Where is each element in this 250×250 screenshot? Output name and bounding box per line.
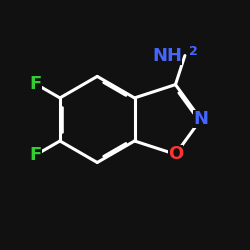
Text: F: F <box>30 75 42 93</box>
Text: NH: NH <box>152 46 182 64</box>
Text: O: O <box>168 145 183 163</box>
Text: N: N <box>193 110 208 128</box>
Text: F: F <box>30 146 42 164</box>
Text: 2: 2 <box>189 45 198 58</box>
